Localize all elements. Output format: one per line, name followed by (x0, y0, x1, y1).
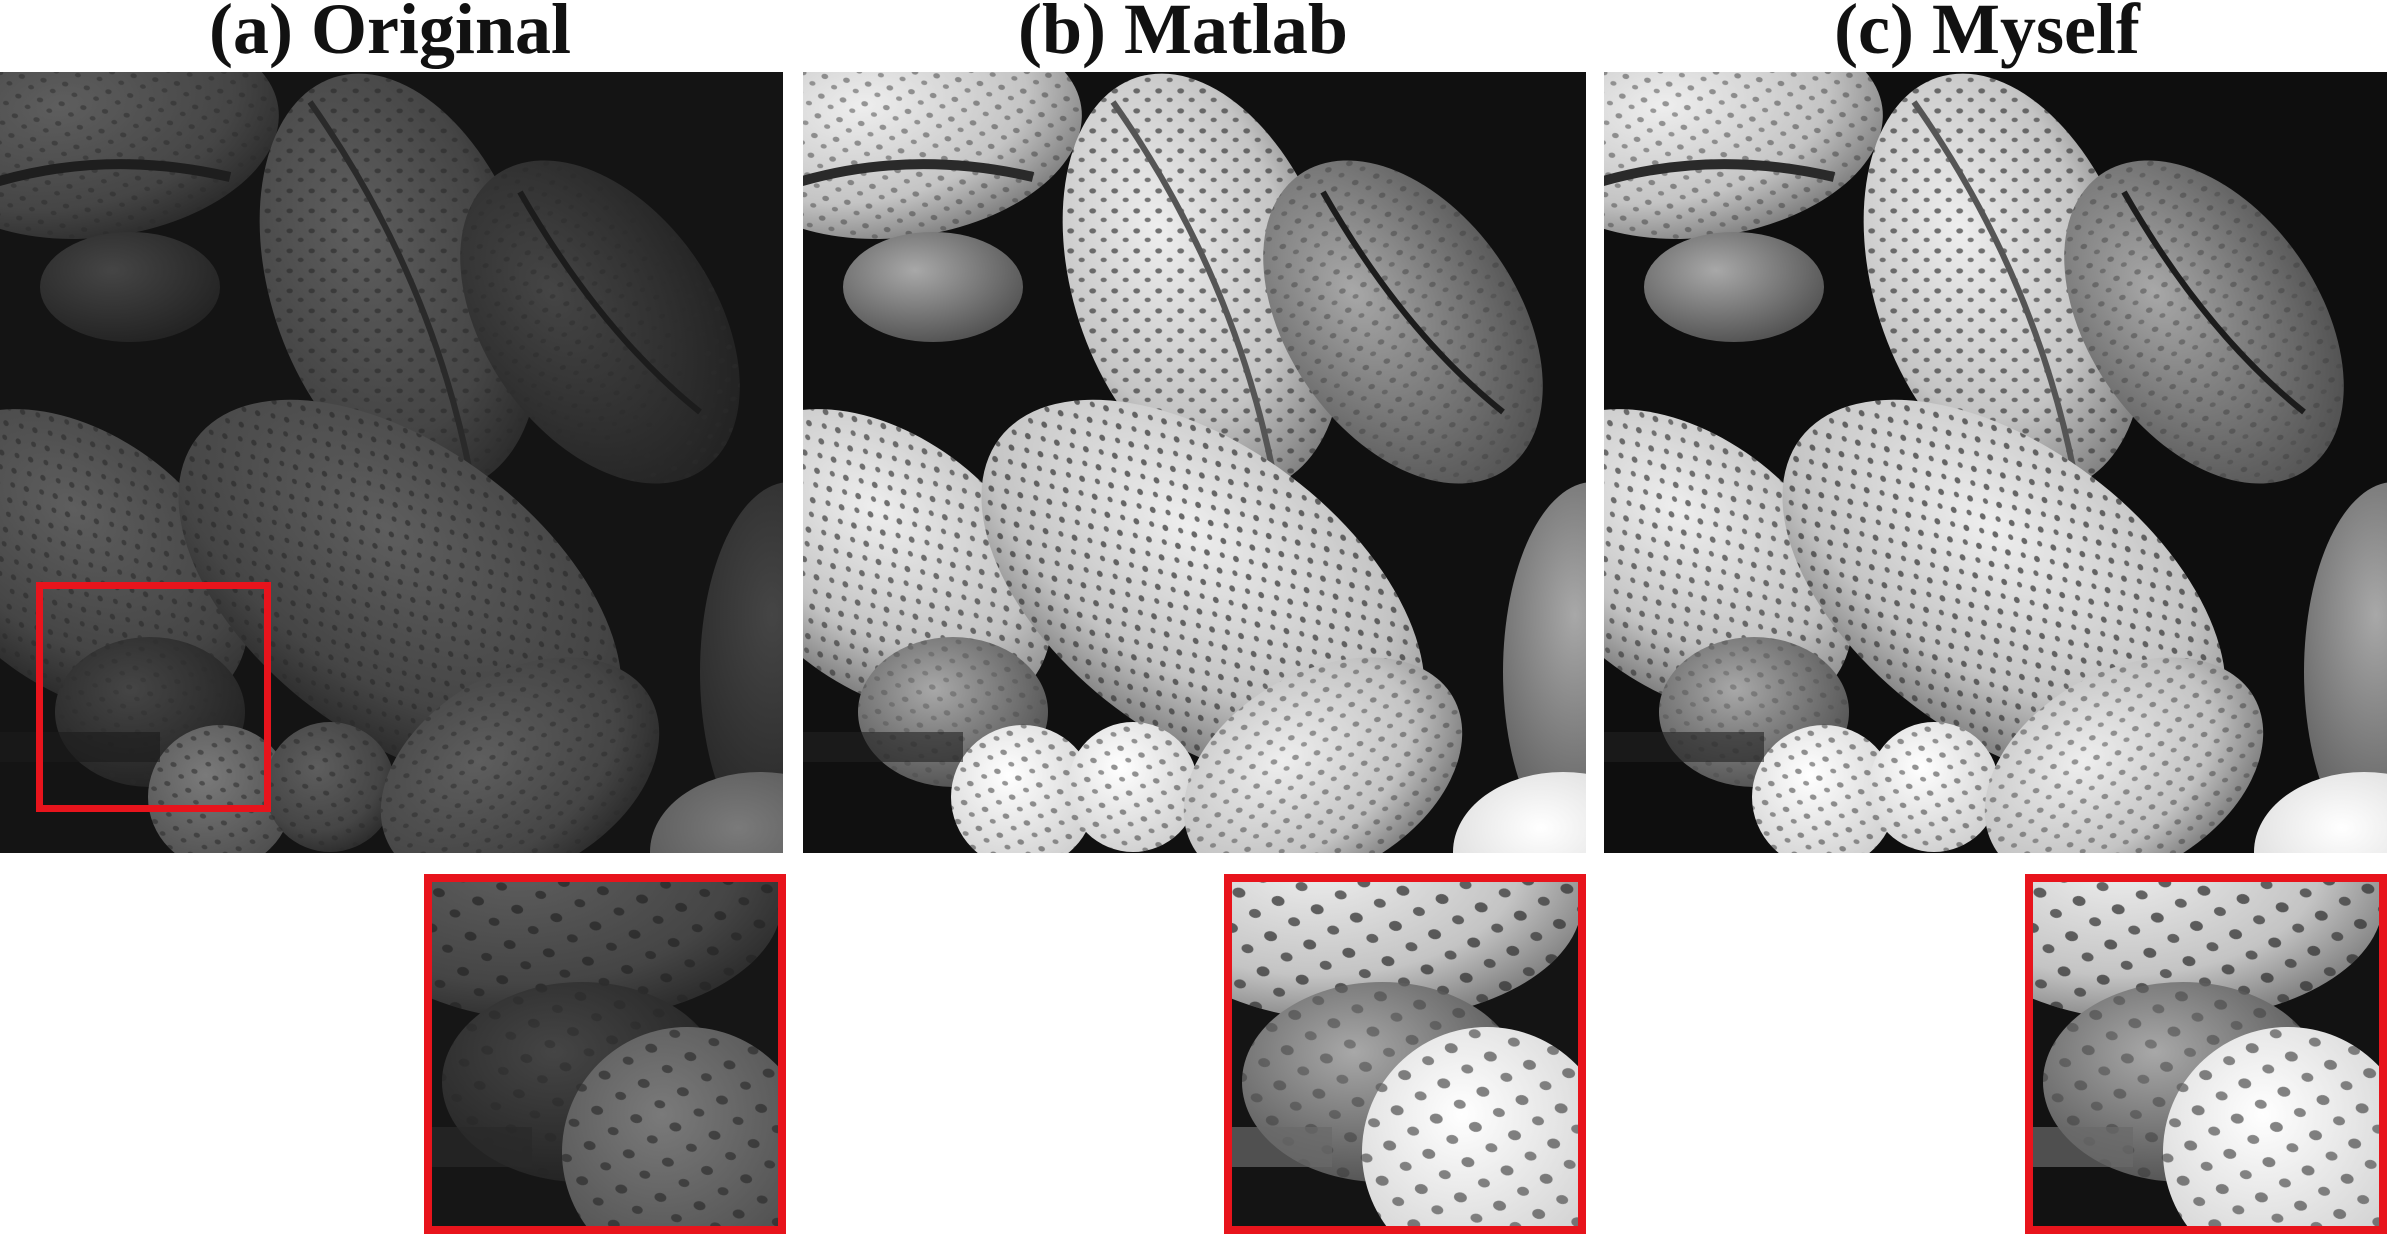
panel-title-matlab: (b) Matlab (1018, 0, 1348, 69)
zoom-inset-matlab (1224, 874, 1586, 1234)
pollen-image-myself (1604, 72, 2387, 853)
zoomed-pollen-matlab (1232, 882, 1578, 1226)
pollen-image-original (0, 72, 783, 853)
image-matlab (803, 72, 1586, 853)
zoom-inset-original (424, 874, 786, 1234)
panel-title-myself: (c) Myself (1834, 0, 2140, 69)
pollen-image-matlab (803, 72, 1586, 853)
zoomed-pollen-original (432, 882, 778, 1226)
zoom-inset-myself (2025, 874, 2387, 1234)
image-myself (1604, 72, 2387, 853)
image-original (0, 72, 783, 853)
zoomed-pollen-myself (2033, 882, 2379, 1226)
panel-title-original: (a) Original (209, 0, 571, 69)
